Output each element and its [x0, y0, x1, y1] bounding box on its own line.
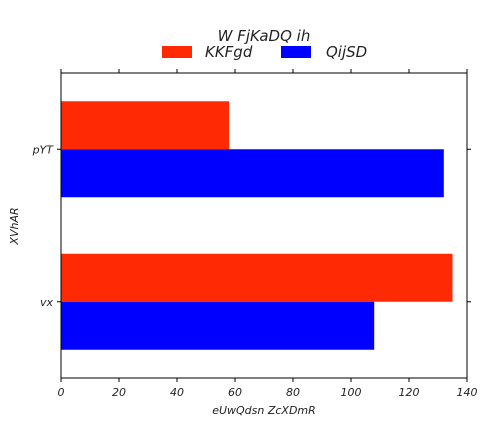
- legend: KKFgd QijSD: [162, 43, 367, 61]
- y-axis-label: XVhAR: [8, 207, 21, 245]
- bars-group: [61, 101, 453, 350]
- legend-label-qijsd: QijSD: [326, 43, 367, 61]
- bar-kkfgd-vx: [61, 253, 453, 302]
- x-axis-label: eUwQdsn ZcXDmR: [212, 404, 316, 417]
- x-tick-label: 60: [228, 386, 242, 399]
- bar-qijsd-vx: [61, 301, 375, 350]
- legend-swatch-qijsd: [281, 46, 311, 58]
- x-tick-label: 120: [399, 386, 420, 399]
- x-tick-label: 40: [170, 386, 184, 399]
- y-tick-label: pYT: [32, 143, 55, 156]
- plot-frame: [60, 72, 468, 379]
- chart-title: W FjKaDQ ih: [218, 27, 311, 45]
- legend-label-kkfgd: KKFgd: [205, 43, 253, 61]
- x-tick-label: 20: [112, 386, 126, 399]
- bar-qijsd-pyt: [61, 149, 444, 198]
- x-tick-label: 100: [341, 386, 362, 399]
- ticks-group: vx pYT 0 20 40 60 80 100 120 140: [32, 69, 478, 399]
- y-tick-label: vx: [40, 296, 54, 309]
- x-tick-label: 80: [286, 386, 300, 399]
- x-tick-label: 140: [457, 386, 478, 399]
- legend-swatch-kkfgd: [162, 46, 192, 58]
- bar-kkfgd-pyt: [61, 101, 230, 150]
- x-tick-label: 0: [58, 386, 65, 399]
